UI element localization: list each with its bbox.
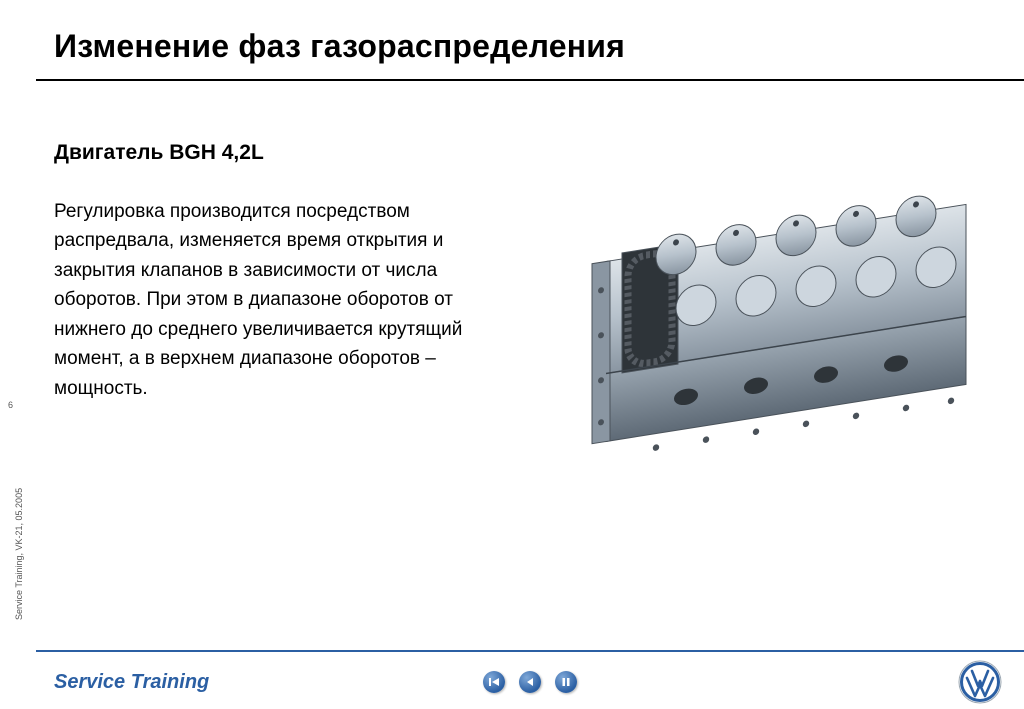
- pause-button[interactable]: [555, 671, 577, 693]
- footer-rule: [36, 650, 1024, 652]
- footer: Service Training: [36, 650, 1024, 708]
- slide: Изменение фаз газораспределения Двигател…: [36, 0, 1024, 708]
- prev-icon: [524, 676, 536, 688]
- home-button[interactable]: [483, 671, 505, 693]
- pause-icon: [560, 676, 572, 688]
- vw-logo: [958, 660, 1002, 704]
- footer-brand: Service Training: [54, 671, 209, 694]
- nav-buttons: [483, 671, 577, 693]
- title-area: Изменение фаз газораспределения: [36, 0, 1024, 79]
- body-paragraph: Регулировка производится посредством рас…: [54, 197, 514, 403]
- credit-text: Service Training, VK-21, 05.2005: [14, 488, 24, 620]
- content-area: Двигатель BGH 4,2L Регулировка производи…: [36, 81, 1024, 621]
- prev-button[interactable]: [519, 671, 541, 693]
- subtitle: Двигатель BGH 4,2L: [54, 141, 1006, 165]
- sidebar-meta: 6 Service Training, VK-21, 05.2005: [4, 400, 32, 650]
- page-title: Изменение фаз газораспределения: [54, 28, 1006, 65]
- rewind-icon: [488, 676, 500, 688]
- page-number: 6: [8, 400, 13, 410]
- engine-illustration: [534, 171, 994, 491]
